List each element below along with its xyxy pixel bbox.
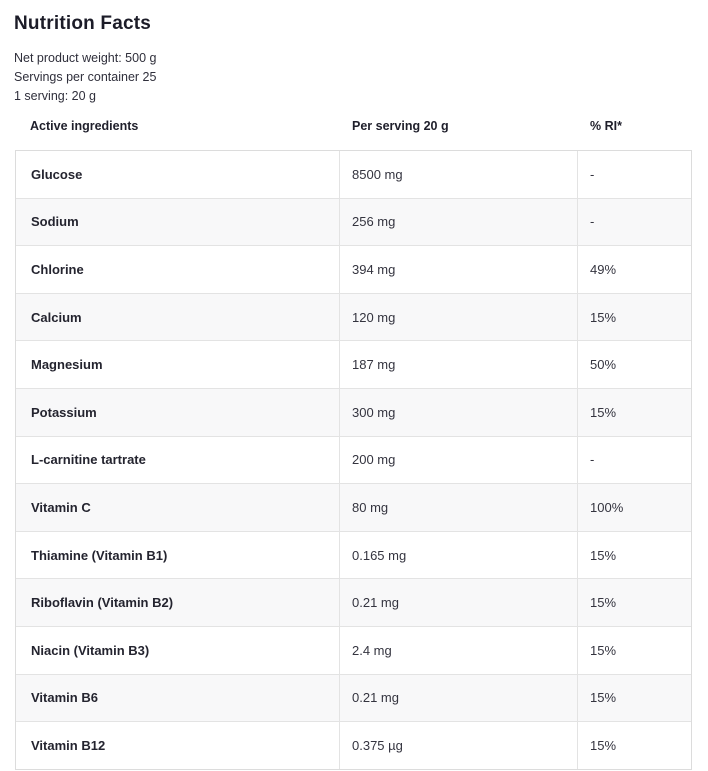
- servings-per-container-text: Servings per container 25: [14, 70, 157, 84]
- table-row: Chlorine 394 mg 49%: [16, 246, 691, 294]
- amount-cell: 8500 mg: [340, 151, 578, 198]
- ri-percent-cell: 15%: [590, 595, 617, 611]
- column-header-ri: % RI*: [590, 119, 622, 133]
- serving-size-text: 1 serving: 20 g: [14, 89, 96, 103]
- amount-cell: 80 mg: [340, 484, 578, 531]
- ingredient-name-cell: Niacin (Vitamin B3): [16, 626, 340, 674]
- ri-percent-cell: -: [590, 214, 595, 230]
- ri-percent-cell: 15%: [590, 642, 617, 658]
- table-row: Magnesium 187 mg 50%: [16, 341, 691, 389]
- amount-cell: 0.21 mg: [340, 579, 578, 626]
- ingredient-name-cell: Glucose: [16, 151, 340, 198]
- amount-cell: 394 mg: [340, 246, 578, 293]
- amount-cell: 200 mg: [340, 436, 578, 484]
- ri-percent-cell: 100%: [590, 499, 624, 515]
- table-row: Riboflavin (Vitamin B2) 0.21 mg 15%: [16, 579, 691, 627]
- table-row: Vitamin C 80 mg 100%: [16, 484, 691, 532]
- page-title: Nutrition Facts: [14, 13, 152, 34]
- ingredient-name-cell: Vitamin B6: [16, 674, 340, 722]
- table-row: Thiamine (Vitamin B1) 0.165 mg 15%: [16, 531, 691, 580]
- table-row: Sodium 256 mg -: [16, 198, 691, 247]
- ri-percent-cell: 49%: [590, 261, 617, 277]
- amount-cell: 187 mg: [340, 341, 578, 388]
- table-body: Glucose 8500 mg - Sodium 256 mg - Chlorine 394 …: [15, 150, 692, 770]
- table-row: L-carnitine tartrate 200 mg -: [16, 436, 691, 485]
- ri-percent-cell: 15%: [590, 309, 617, 325]
- ri-percent-cell: 15%: [590, 547, 617, 563]
- amount-cell: 2.4 mg: [340, 626, 578, 674]
- ri-percent-cell: 15%: [590, 737, 617, 753]
- amount-cell: 256 mg: [340, 198, 578, 246]
- ingredient-name-cell: Riboflavin (Vitamin B2): [16, 579, 340, 626]
- column-header-per-serving: Per serving 20 g: [352, 119, 449, 133]
- amount-cell: 0.165 mg: [340, 531, 578, 579]
- ri-percent-cell: -: [590, 166, 595, 182]
- ingredient-name-cell: Sodium: [16, 198, 340, 246]
- amount-cell: 300 mg: [340, 388, 578, 436]
- ingredient-name-cell: Potassium: [16, 388, 340, 436]
- ingredient-name-cell: Calcium: [16, 293, 340, 341]
- ingredient-name-cell: Chlorine: [16, 246, 340, 293]
- table-row: Niacin (Vitamin B3) 2.4 mg 15%: [16, 626, 691, 675]
- table-row: Vitamin B12 0.375 µg 15%: [16, 722, 691, 769]
- ingredient-name-cell: Vitamin B12: [16, 722, 340, 769]
- net-weight-text: Net product weight: 500 g: [14, 51, 157, 65]
- table-row: Vitamin B6 0.21 mg 15%: [16, 674, 691, 723]
- table-row: Calcium 120 mg 15%: [16, 293, 691, 342]
- ingredient-name-cell: Vitamin C: [16, 484, 340, 531]
- ingredient-name-cell: L-carnitine tartrate: [16, 436, 340, 484]
- amount-cell: 0.375 µg: [340, 722, 578, 769]
- ri-percent-cell: -: [590, 452, 595, 468]
- nutrition-table: Active ingredients Per serving 20 g % RI…: [15, 115, 692, 770]
- amount-cell: 120 mg: [340, 293, 578, 341]
- table-row: Potassium 300 mg 15%: [16, 388, 691, 437]
- table-row: Glucose 8500 mg -: [16, 151, 691, 199]
- column-header-active-ingredients: Active ingredients: [30, 119, 139, 133]
- ri-percent-cell: 15%: [590, 404, 617, 420]
- table-header-row: Active ingredients Per serving 20 g % RI…: [15, 115, 692, 137]
- product-meta: Net product weight: 500 g Servings per c…: [0, 49, 708, 106]
- ingredient-name-cell: Thiamine (Vitamin B1): [16, 531, 340, 579]
- ingredient-name-cell: Magnesium: [16, 341, 340, 388]
- amount-cell: 0.21 mg: [340, 674, 578, 722]
- ri-percent-cell: 50%: [590, 357, 617, 373]
- ri-percent-cell: 15%: [590, 690, 617, 706]
